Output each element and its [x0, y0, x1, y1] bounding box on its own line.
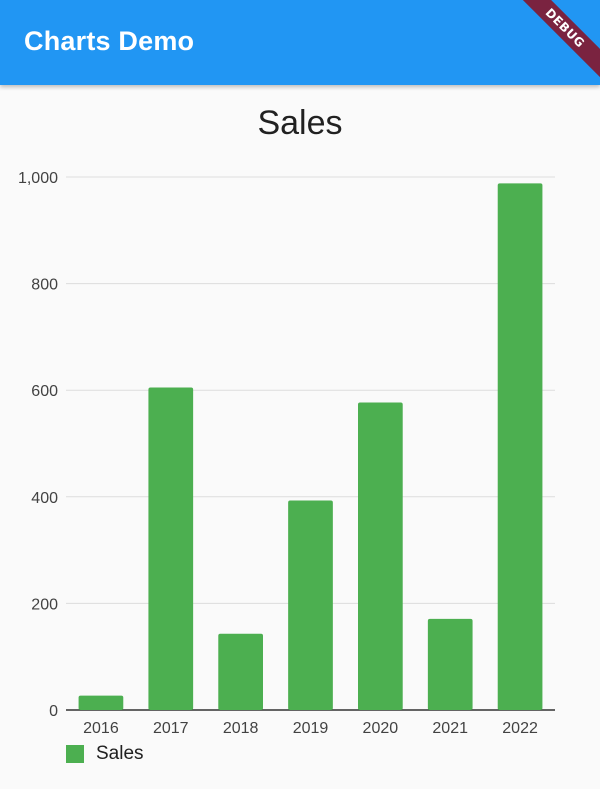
bar-2018: [218, 633, 263, 710]
x-tick-label: 2020: [363, 720, 399, 737]
x-tick-label: 2016: [83, 720, 119, 737]
y-tick-label: 600: [31, 383, 58, 400]
x-tick-label: 2019: [293, 720, 329, 737]
debug-banner-container: DEBUG: [510, 0, 600, 90]
x-tick-label: 2018: [223, 720, 259, 737]
bar-2019: [288, 500, 333, 710]
bar-2017: [148, 387, 194, 710]
app-bar: Charts Demo: [0, 0, 600, 85]
legend-swatch-sales: [66, 745, 84, 763]
bar-2022: [497, 183, 543, 710]
bar-2021: [427, 618, 473, 710]
bar-2020: [358, 402, 403, 710]
bar-2016: [78, 695, 124, 710]
y-tick-label: 800: [31, 277, 58, 294]
y-tick-label: 1,000: [18, 170, 58, 187]
y-tick-label: 0: [49, 703, 58, 720]
y-tick-label: 400: [31, 490, 58, 507]
y-tick-label: 200: [31, 596, 58, 613]
debug-banner: DEBUG: [511, 0, 600, 82]
legend[interactable]: Sales: [66, 743, 144, 765]
x-tick-label: 2022: [502, 720, 538, 737]
legend-label-sales: Sales: [96, 743, 144, 764]
x-tick-label: 2021: [432, 720, 468, 737]
chart-title: Sales: [257, 104, 343, 142]
app-title: Charts Demo: [24, 26, 195, 56]
x-tick-label: 2017: [153, 720, 189, 737]
